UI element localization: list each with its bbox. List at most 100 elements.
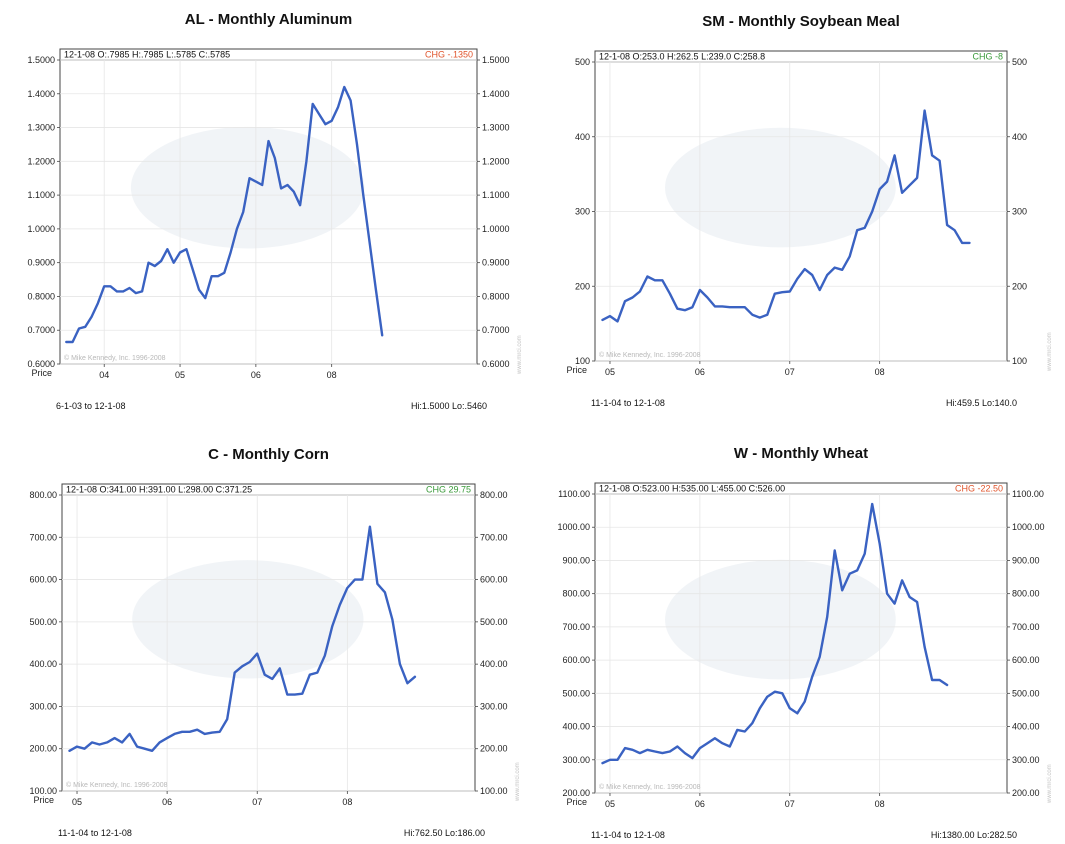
- date-range: 11-1-04 to 12-1-08: [58, 828, 132, 838]
- data-point: [924, 110, 926, 112]
- data-point: [159, 741, 161, 743]
- y-tick-label-right: 700.00: [1012, 622, 1040, 632]
- data-point: [819, 656, 821, 658]
- y-tick-label-right: 500.00: [1012, 688, 1040, 698]
- x-tick-label: 08: [875, 799, 885, 809]
- data-point: [736, 306, 738, 308]
- data-point: [241, 665, 243, 667]
- data-point: [729, 745, 731, 748]
- data-point: [174, 733, 176, 735]
- data-point: [946, 224, 948, 226]
- y-tick-label-left: 1.2000: [27, 156, 55, 166]
- x-tick-label: 08: [342, 797, 352, 807]
- y-tick-label-right: 200.00: [1012, 788, 1040, 798]
- data-point: [684, 309, 686, 311]
- y-tick-label-left: 900.00: [562, 555, 590, 565]
- data-point: [646, 749, 648, 751]
- y-tick-label-left: 300.00: [29, 701, 57, 711]
- data-point: [211, 275, 213, 277]
- data-point: [796, 712, 798, 714]
- data-point: [356, 143, 358, 145]
- data-point: [669, 293, 671, 295]
- data-point: [141, 290, 143, 292]
- y-tick-label-left: 1.0000: [27, 224, 55, 234]
- data-point: [226, 718, 228, 720]
- data-point: [337, 106, 339, 108]
- data-point: [65, 341, 67, 343]
- data-point: [646, 275, 648, 278]
- y-tick-label-left: 1.1000: [27, 190, 55, 200]
- x-tick-label: 05: [175, 370, 185, 380]
- y-tick-label-left: 200.00: [29, 744, 57, 754]
- data-point: [264, 674, 266, 676]
- data-point: [744, 306, 746, 308]
- series-line: [601, 109, 971, 323]
- y-tick-label-right: 900.00: [1012, 555, 1040, 565]
- data-point: [211, 732, 213, 734]
- data-point: [729, 306, 731, 308]
- data-point: [128, 287, 131, 289]
- data-point: [841, 269, 843, 271]
- background-map: [665, 127, 896, 248]
- data-point: [654, 750, 656, 753]
- data-point: [736, 729, 738, 731]
- data-point: [301, 693, 303, 695]
- data-point: [841, 589, 843, 591]
- y-tick-label-left: 600.00: [29, 575, 57, 585]
- data-point: [894, 603, 896, 605]
- data-point: [639, 290, 641, 293]
- data-point: [751, 314, 753, 316]
- y-tick-label-right: 300: [1012, 207, 1027, 217]
- data-point: [309, 674, 311, 676]
- y-tick-label-right: 600.00: [480, 575, 508, 585]
- data-point: [864, 227, 866, 229]
- data-point: [781, 692, 783, 694]
- data-point: [324, 655, 326, 657]
- chart-corn: C - Monthly Corn 12-1-08 O:341.00 H:391.0…: [0, 422, 532, 844]
- data-point: [886, 593, 888, 595]
- y-tick-label-right: 1.4000: [482, 89, 510, 99]
- y-tick-label-left: 500.00: [562, 688, 590, 698]
- data-point: [98, 743, 101, 746]
- data-point: [384, 591, 386, 593]
- watermark: © Mike Kennedy, Inc. 1996-2008: [66, 781, 168, 789]
- x-tick-label: 06: [162, 797, 172, 807]
- data-point: [909, 596, 911, 598]
- hi-lo: Hi:459.5 Lo:140.0: [946, 398, 1017, 408]
- y-tick-label-right: 1.0000: [482, 224, 510, 234]
- data-point: [654, 279, 656, 281]
- data-point: [601, 319, 604, 321]
- x-tick-label: 07: [252, 797, 262, 807]
- data-point: [109, 285, 112, 287]
- data-point: [279, 667, 281, 669]
- data-point: [286, 694, 288, 696]
- data-point: [616, 759, 619, 761]
- data-point: [91, 741, 93, 743]
- data-point: [280, 187, 282, 189]
- date-range: 11-1-04 to 12-1-08: [591, 398, 665, 408]
- watermark: © Mike Kennedy, Inc. 1996-2008: [599, 783, 701, 791]
- chart-svg: C - Monthly Corn 12-1-08 O:341.00 H:391.0…: [29, 446, 521, 838]
- x-tick-label: 05: [72, 797, 82, 807]
- date-range: 11-1-04 to 12-1-08: [591, 830, 665, 840]
- chart-soybean-meal: SM - Monthly Soybean Meal 12-1-08 O:253.0…: [533, 0, 1065, 422]
- y-tick-label-right: 200: [1012, 281, 1027, 291]
- data-point: [766, 314, 768, 316]
- data-point: [766, 696, 768, 698]
- y-tick-label-right: 800.00: [1012, 589, 1040, 599]
- data-point: [136, 746, 138, 748]
- y-tick-label-left: 800.00: [562, 589, 590, 599]
- date-range: 6-1-03 to 12-1-08: [56, 401, 126, 411]
- data-point: [616, 320, 619, 322]
- y-tick-label-left: 600.00: [562, 655, 590, 665]
- chart-title: W - Monthly Wheat: [734, 445, 868, 462]
- y-tick-label-left: 1100.00: [558, 489, 590, 499]
- data-point: [609, 315, 611, 317]
- chart-wheat: W - Monthly Wheat 12-1-08 O:523.00 H:535.…: [533, 422, 1065, 844]
- data-point: [144, 748, 146, 750]
- header-change: CHG -.1350: [425, 50, 473, 60]
- y-tick-label-left: 500: [575, 57, 590, 67]
- y-tick-label-left: 100: [575, 356, 590, 366]
- data-point: [97, 302, 99, 304]
- x-tick-label: 08: [875, 367, 885, 377]
